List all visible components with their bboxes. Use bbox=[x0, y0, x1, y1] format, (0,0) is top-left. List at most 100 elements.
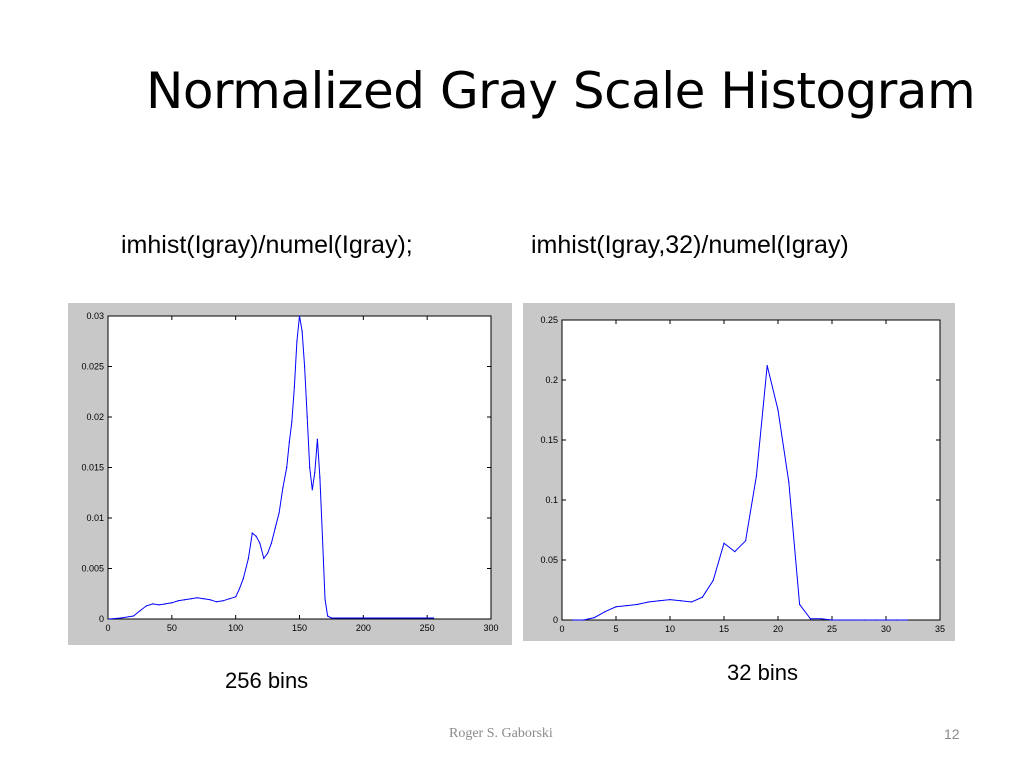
data-point bbox=[235, 596, 237, 598]
y-tick-label: 0.1 bbox=[545, 495, 558, 505]
code-label-256-bins: imhist(Igray)/numel(Igray); bbox=[121, 231, 413, 259]
y-tick-label: 0.01 bbox=[86, 513, 104, 523]
data-point bbox=[362, 617, 364, 619]
data-point bbox=[164, 603, 167, 605]
slide-title: Normalized Gray Scale Histogram bbox=[146, 62, 976, 120]
data-point bbox=[309, 466, 311, 469]
code-label-32-bins: imhist(Igray,32)/numel(Igray) bbox=[531, 231, 849, 259]
data-point bbox=[296, 340, 298, 342]
data-point bbox=[337, 617, 339, 619]
data-point bbox=[222, 600, 224, 602]
y-tick-label: 0 bbox=[99, 614, 104, 624]
y-tick-label: 0.005 bbox=[81, 564, 104, 574]
data-point bbox=[755, 475, 757, 477]
data-point bbox=[190, 598, 192, 600]
y-tick-label: 0.05 bbox=[540, 555, 558, 565]
data-point bbox=[432, 617, 435, 619]
data-point bbox=[637, 603, 639, 605]
x-tick-label: 200 bbox=[356, 623, 371, 633]
data-point bbox=[242, 578, 244, 580]
footer-author: Roger S. Gaborski bbox=[449, 726, 553, 741]
data-point bbox=[593, 617, 595, 619]
x-tick-label: 10 bbox=[665, 624, 675, 634]
x-tick-label: 35 bbox=[935, 624, 945, 634]
data-point bbox=[209, 599, 211, 601]
y-tick-label: 0.25 bbox=[540, 315, 558, 325]
histogram-256-bins-figure: 0 50 100 150 200 250 300 0 0.005 0.01 0.015 0.02 0.0… bbox=[68, 303, 512, 645]
data-point bbox=[712, 579, 714, 581]
data-point bbox=[669, 599, 671, 601]
data-point bbox=[809, 618, 811, 620]
x-tick-label: 30 bbox=[881, 624, 891, 634]
data-point bbox=[604, 611, 606, 613]
x-tick-label: 15 bbox=[719, 624, 729, 634]
histogram-series-line bbox=[572, 365, 908, 621]
data-point bbox=[388, 617, 390, 619]
data-point bbox=[251, 532, 253, 534]
data-point bbox=[247, 557, 250, 559]
data-point bbox=[745, 540, 747, 542]
data-point bbox=[874, 619, 876, 621]
x-tick-label: 150 bbox=[292, 623, 307, 633]
data-point bbox=[324, 598, 326, 600]
data-point bbox=[108, 618, 110, 620]
histogram-32-bins-figure: 0 5 10 15 20 25 30 35 0 0.05 0.1 0.15 0.2 0.25 bbox=[523, 303, 955, 641]
data-point bbox=[255, 535, 257, 537]
data-point bbox=[680, 600, 682, 602]
data-point bbox=[238, 588, 241, 590]
x-tick-label: 50 bbox=[167, 623, 177, 633]
data-point bbox=[831, 619, 833, 621]
y-tick-label: 0.15 bbox=[540, 435, 558, 445]
data-point bbox=[132, 615, 135, 617]
data-point bbox=[788, 481, 790, 483]
data-point bbox=[288, 441, 290, 443]
data-point bbox=[286, 466, 288, 469]
data-point bbox=[572, 619, 574, 621]
data-point bbox=[139, 610, 141, 612]
data-point bbox=[734, 551, 736, 553]
x-tick-label: 0 bbox=[559, 624, 564, 634]
data-point bbox=[647, 601, 649, 603]
x-tick-label: 20 bbox=[773, 624, 783, 634]
data-point bbox=[263, 557, 265, 559]
data-point bbox=[278, 512, 280, 514]
data-point bbox=[330, 617, 333, 619]
y-tick-label: 0.03 bbox=[86, 311, 104, 321]
data-point bbox=[658, 600, 660, 602]
data-point bbox=[291, 421, 293, 423]
y-tick-label: 0.2 bbox=[545, 375, 558, 385]
data-point bbox=[306, 416, 308, 418]
data-point bbox=[293, 386, 295, 388]
data-point bbox=[907, 619, 909, 621]
x-tick-label: 5 bbox=[613, 624, 618, 634]
y-tick-label: 0 bbox=[553, 615, 558, 625]
histogram-256-bins-chart: 0 50 100 150 200 250 300 0 0.005 0.01 0.015 0.02 0.0… bbox=[81, 311, 498, 633]
y-tick-label: 0.025 bbox=[81, 362, 104, 372]
data-point bbox=[158, 604, 160, 606]
data-point bbox=[311, 489, 313, 491]
caption-256-bins: 256 bins bbox=[225, 668, 309, 693]
data-point bbox=[270, 542, 273, 544]
data-point bbox=[298, 315, 301, 317]
data-point bbox=[171, 602, 173, 604]
y-tick-label: 0.015 bbox=[81, 463, 104, 473]
data-point bbox=[145, 605, 147, 607]
data-point bbox=[274, 527, 276, 529]
x-tick-label: 250 bbox=[420, 623, 435, 633]
data-point bbox=[282, 487, 284, 489]
data-point bbox=[314, 471, 316, 474]
data-point bbox=[319, 477, 321, 479]
data-point bbox=[583, 619, 585, 621]
data-point bbox=[321, 537, 324, 539]
data-point bbox=[259, 542, 261, 544]
x-tick-label: 0 bbox=[105, 623, 110, 633]
data-point bbox=[691, 601, 693, 603]
data-point bbox=[228, 598, 230, 600]
data-point bbox=[215, 601, 218, 603]
data-point bbox=[820, 618, 822, 620]
caption-32-bins: 32 bins bbox=[727, 660, 798, 685]
x-tick-label: 100 bbox=[228, 623, 243, 633]
data-point bbox=[316, 438, 318, 440]
data-point bbox=[413, 617, 415, 619]
page-number: 12 bbox=[944, 726, 960, 742]
